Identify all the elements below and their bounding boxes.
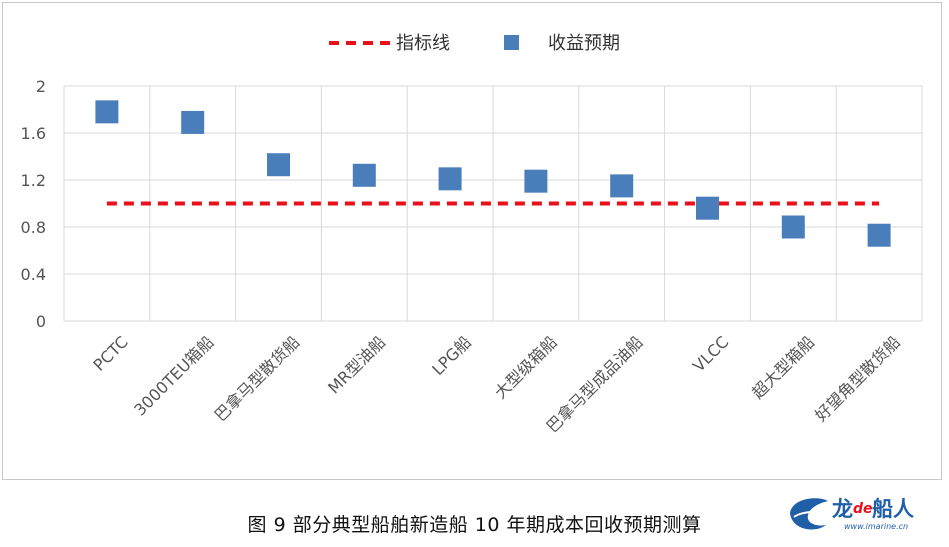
legend-series-label: 收益预期 xyxy=(548,33,620,54)
grid-layer xyxy=(63,85,923,322)
data-point xyxy=(352,163,376,187)
chart-frame: 0 0.4 0.8 1.2 1.6 2 PCTC 3000TEU箱船 巴拿马型散货船 MR型油船… xyxy=(2,2,942,480)
x-category-label: VLCC xyxy=(689,332,732,375)
x-category-label: 超大型箱船 xyxy=(748,332,818,402)
logo-brand-c: 船人 xyxy=(872,497,914,521)
axis-layer: 0 0.4 0.8 1.2 1.6 2 xyxy=(21,77,46,331)
data-point xyxy=(781,215,805,239)
figure-caption: 图 9 部分典型船舶新造船 10 年期成本回收预期测算 xyxy=(247,514,702,536)
legend-target-line-label: 指标线 xyxy=(396,33,450,54)
logo-url: www.imarine.cn xyxy=(844,522,908,531)
imarine-logo: 龙 de 船人 www.imarine.cn xyxy=(790,497,914,531)
x-category-label: PCTC xyxy=(89,332,131,374)
x-category-label: MR型油船 xyxy=(324,332,389,397)
y-tick-label: 0.4 xyxy=(21,265,46,284)
logo-brand-b: de xyxy=(853,501,873,517)
data-point xyxy=(181,110,205,134)
data-point xyxy=(524,169,548,193)
x-category-label: 大型级箱船 xyxy=(491,332,561,402)
y-tick-label: 1.6 xyxy=(21,124,46,143)
legend-series-swatch xyxy=(504,35,519,50)
data-point xyxy=(610,174,634,198)
data-point xyxy=(696,196,719,220)
logo-emblem-icon xyxy=(790,498,828,530)
y-tick-label: 1.2 xyxy=(21,171,46,190)
x-category-label: LPG船 xyxy=(428,332,475,379)
x-category-label: 3000TEU箱船 xyxy=(130,332,217,419)
x-category-label: 巴拿马型散货船 xyxy=(211,332,304,425)
data-point xyxy=(438,167,462,191)
y-tick-label: 2 xyxy=(36,77,46,96)
x-category-label: 好望角型散货船 xyxy=(811,332,904,425)
y-tick-label: 0.8 xyxy=(21,218,46,237)
logo-brand-a: 龙 xyxy=(832,497,853,521)
points-layer xyxy=(95,100,891,247)
logo-wave-icon xyxy=(793,508,827,518)
y-tick-label: 0 xyxy=(36,312,46,331)
legend: 指标线 收益预期 xyxy=(329,33,620,54)
data-point xyxy=(867,223,891,247)
data-point xyxy=(95,100,119,124)
data-point xyxy=(267,153,290,177)
